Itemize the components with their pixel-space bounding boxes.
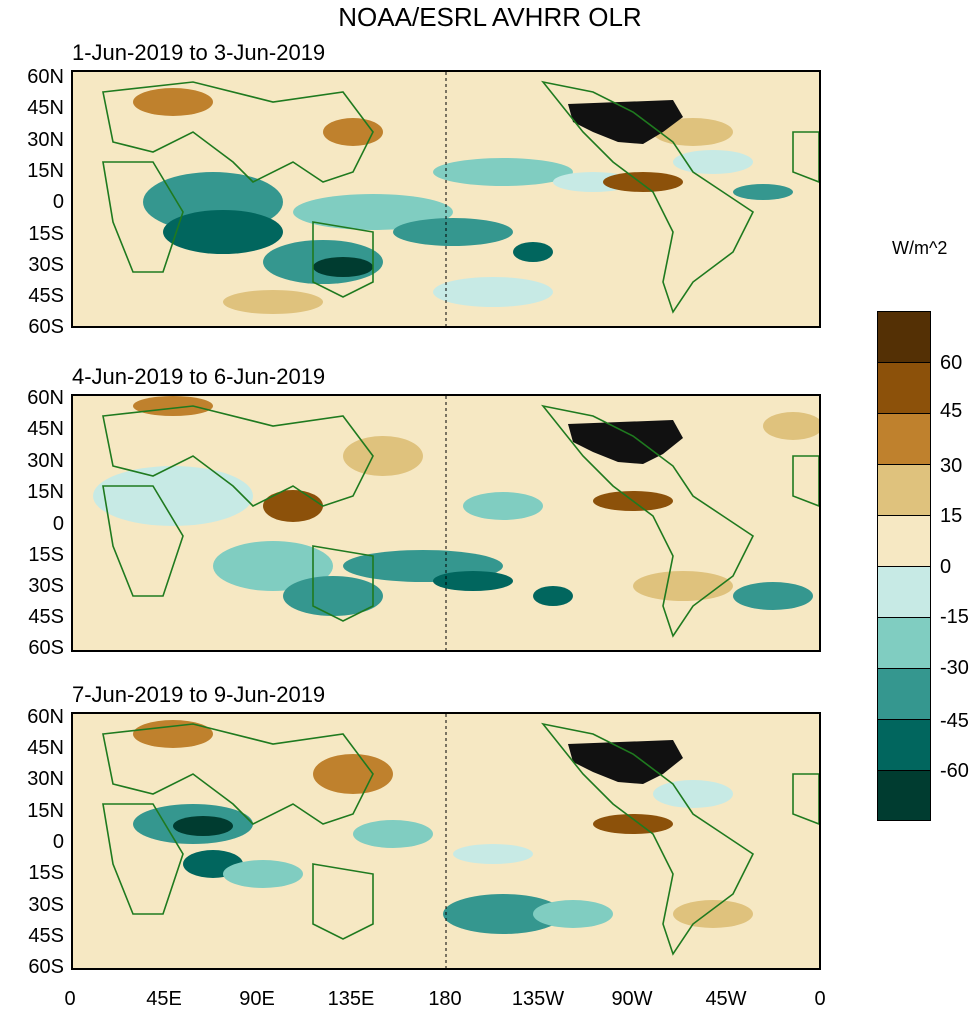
panel-1-map-svg	[73, 72, 819, 326]
lat-label: 15S	[28, 223, 64, 245]
colorbar-tick-label: -30	[940, 657, 969, 679]
lat-label: 30N	[27, 450, 64, 472]
anomaly-fields	[133, 720, 753, 934]
colorbar-tick-label: -60	[940, 760, 969, 782]
lat-label: 15S	[28, 544, 64, 566]
anomaly-fields	[93, 396, 819, 616]
figure-title: NOAA/ESRL AVHRR OLR	[338, 2, 642, 32]
panel-1-olr-map	[71, 70, 821, 328]
colorbar-tick-label: 60	[940, 352, 963, 374]
lon-label: 45E	[146, 988, 182, 1010]
colorbar-swatch	[877, 719, 931, 770]
lon-label: 45W	[705, 988, 747, 1010]
colorbar-swatch	[877, 566, 931, 617]
lat-label: 0	[52, 831, 64, 853]
lat-label: 15N	[27, 481, 64, 503]
lat-label: 0	[52, 191, 64, 213]
lat-label: 30N	[27, 768, 64, 790]
lat-label: 30S	[28, 254, 64, 276]
lat-label: 15N	[27, 160, 64, 182]
colorbar-tick-label: 30	[940, 455, 963, 477]
coastlines	[102, 80, 819, 314]
lat-label: 30S	[28, 575, 64, 597]
lon-label: 90E	[239, 988, 275, 1010]
coastlines	[102, 404, 819, 638]
lat-label: 45N	[27, 97, 64, 119]
lat-label: 45N	[27, 737, 64, 759]
panel-3-map-svg	[73, 714, 819, 968]
colorbar-swatch	[877, 311, 931, 362]
colorbar-swatch	[877, 464, 931, 515]
panel-3-date-range: 7-Jun-2019 to 9-Jun-2019	[72, 682, 326, 707]
lat-label: 45N	[27, 418, 64, 440]
colorbar-tick-label: -45	[940, 710, 969, 732]
lat-label: 45S	[28, 606, 64, 628]
colorbar-tick-label: 15	[940, 505, 963, 527]
colorbar-tick-label: 0	[940, 556, 952, 578]
lat-label: 30N	[27, 129, 64, 151]
lon-label: 90W	[611, 988, 653, 1010]
lat-label: 60N	[27, 66, 64, 88]
us-mask	[568, 420, 683, 464]
colorbar-swatch	[877, 362, 931, 413]
panel-2-date-range: 4-Jun-2019 to 6-Jun-2019	[72, 364, 326, 389]
lat-label: 60S	[28, 316, 64, 338]
lat-label: 60S	[28, 637, 64, 659]
lon-label: 135E	[327, 988, 375, 1010]
anomaly-fields	[133, 88, 793, 314]
lat-label: 30S	[28, 894, 64, 916]
panel-2-map-svg	[73, 396, 819, 650]
lon-label: 0	[814, 988, 826, 1010]
us-mask	[568, 740, 683, 784]
colorbar-swatch	[877, 413, 931, 464]
panel-3-olr-map	[71, 712, 821, 970]
colorbar-tick-label: 45	[940, 400, 963, 422]
colorbar-swatch	[877, 617, 931, 668]
lon-label: 135W	[511, 988, 565, 1010]
panel-1-date-range: 1-Jun-2019 to 3-Jun-2019	[72, 40, 326, 65]
colorbar-tick-label: -15	[940, 606, 969, 628]
lat-label: 0	[52, 513, 64, 535]
lat-label: 60S	[28, 956, 64, 978]
lon-label: 0	[64, 988, 76, 1010]
panel-2-olr-map	[71, 394, 821, 652]
lat-label: 60N	[27, 387, 64, 409]
lon-label: 180	[428, 988, 462, 1010]
lat-label: 60N	[27, 706, 64, 728]
colorbar-unit: W/m^2	[892, 238, 948, 258]
coastlines	[102, 722, 819, 956]
us-mask	[568, 100, 683, 144]
colorbar-swatch	[877, 770, 931, 821]
lat-label: 45S	[28, 925, 64, 947]
colorbar-swatch	[877, 515, 931, 566]
lat-label: 15S	[28, 862, 64, 884]
lat-label: 45S	[28, 285, 64, 307]
colorbar-swatch	[877, 668, 931, 719]
lat-label: 15N	[27, 800, 64, 822]
